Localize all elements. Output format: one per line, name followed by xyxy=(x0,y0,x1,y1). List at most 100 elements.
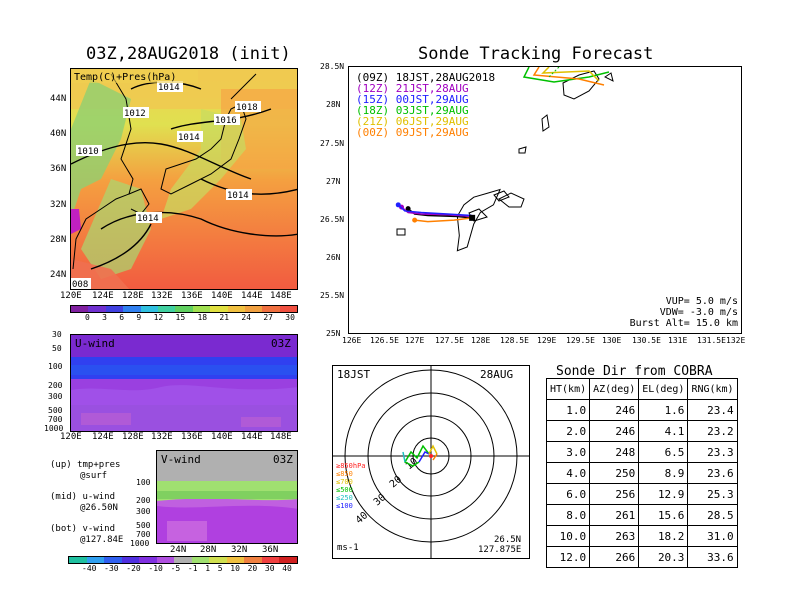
y-tick-label: 700 xyxy=(136,530,151,539)
x-tick-label: 140E xyxy=(211,432,233,442)
wind-colorbar xyxy=(68,556,298,564)
hodograph-date: 28AUG xyxy=(480,368,514,381)
cell: 4.0 xyxy=(545,462,591,484)
legend-time: 03JST,29AUG xyxy=(395,104,469,117)
legend-code: (21Z) xyxy=(356,115,390,128)
cell: 33.6 xyxy=(687,546,738,568)
column-header: AZ(deg) xyxy=(589,378,640,400)
x-tick-label: 126E xyxy=(342,336,362,345)
colorbar-tick: -40 xyxy=(82,564,97,573)
legend-code: (15Z) xyxy=(356,93,390,106)
y-tick-label: 100 xyxy=(136,478,151,487)
temp-panel-label: Temp(C)+Pres(hPa) xyxy=(74,72,176,83)
x-tick-label: 132E xyxy=(151,291,173,301)
v-wind-time: 03Z xyxy=(273,453,293,466)
y-tick-label: 500 xyxy=(136,521,151,530)
y-tick-label: 200 xyxy=(48,381,63,390)
colorbar-tick: -10 xyxy=(148,564,163,573)
cell: 6.5 xyxy=(638,441,689,463)
legend-time: 21JST,28AUG xyxy=(395,82,469,95)
x-tick-label: 148E xyxy=(270,291,292,301)
y-tick-label: 28N xyxy=(50,235,67,245)
table-row: 4.0 250 8.9 23.6 xyxy=(545,462,738,484)
legend-entry: (15Z) 00JST,29AUG xyxy=(356,94,495,105)
colorbar-tick: 15 xyxy=(175,313,186,322)
ring-label: 40 xyxy=(354,510,370,526)
cell: 18.2 xyxy=(638,525,689,547)
legend-code: (00Z) xyxy=(356,126,390,139)
temperature-pressure-map: 1014 1012 1018 1016 1014 1010 1014 1014 … xyxy=(70,68,298,290)
u-wind-label: U-wind xyxy=(75,337,115,350)
y-tick-label: 100 xyxy=(48,362,63,371)
table-row: 1.0 246 1.6 23.4 xyxy=(545,399,738,421)
param-line: VUP= 5.0 m/s xyxy=(665,296,738,307)
v-wind-svg: V-wind 03Z xyxy=(157,451,297,543)
level-legend-entry: ≤100 xyxy=(336,502,353,510)
temperature-colorbar-ticks: 0 3 6 9 12 15 18 21 24 27 30 xyxy=(85,313,295,322)
u-wind-time: 03Z xyxy=(271,337,291,350)
legend-code: (09Z) xyxy=(356,71,390,84)
legend-time: 06JST,29AUG xyxy=(395,115,469,128)
cell: 20.3 xyxy=(638,546,689,568)
legend-entry: (21Z) 06JST,29AUG xyxy=(356,116,495,127)
x-tick-label: 126.5E xyxy=(370,336,399,345)
note-line: (up) tmp+pres xyxy=(50,460,121,470)
isobar-labels: 1014 1012 1018 1016 1014 1010 1014 1014 … xyxy=(71,81,261,290)
cell: 2.0 xyxy=(545,420,591,442)
x-tick-label: 128E xyxy=(122,291,144,301)
x-tick-label: 129E xyxy=(537,336,557,345)
cell: 246 xyxy=(589,399,640,421)
temperature-map-svg: 1014 1012 1018 1016 1014 1010 1014 1014 … xyxy=(71,69,297,290)
ring-label: 30 xyxy=(372,492,388,508)
column-header: RNG(km) xyxy=(687,378,738,400)
x-tick-label: 140E xyxy=(211,291,233,301)
trajectory-endpoint xyxy=(412,217,418,223)
isobar-label: 1014 xyxy=(227,191,249,201)
y-tick-label: 700 xyxy=(48,415,63,424)
colorbar-tick: 30 xyxy=(285,313,295,322)
y-tick-label: 300 xyxy=(136,507,151,516)
x-tick-label: 120E xyxy=(60,291,82,301)
x-tick-label: 129.5E xyxy=(566,336,595,345)
param-line: VDW= -3.0 m/s xyxy=(659,307,738,318)
note-line: @surf xyxy=(80,471,108,481)
colorbar-tick: -1 xyxy=(187,564,198,573)
x-tick-label: 136E xyxy=(181,432,203,442)
cell: 1.0 xyxy=(545,399,591,421)
colorbar-tick: 24 xyxy=(241,313,252,322)
x-tick-label: 124E xyxy=(92,291,114,301)
v-wind-cross-section: V-wind 03Z xyxy=(156,450,298,544)
isobar-label: 1012 xyxy=(124,109,146,119)
y-tick-label: 32N xyxy=(50,200,67,210)
v-wind-label: V-wind xyxy=(161,453,201,466)
hodograph-panel: 10 20 30 40 xyxy=(332,365,530,559)
isobar-label: 008 xyxy=(72,280,88,290)
level-legend-entry: ≤500 xyxy=(336,486,353,494)
x-tick-label: 144E xyxy=(241,432,263,442)
cell: 15.6 xyxy=(638,504,689,526)
legend-entry: (18Z) 03JST,29AUG xyxy=(356,105,495,116)
colorbar-tick: 12 xyxy=(153,313,164,322)
trajectory-line xyxy=(397,204,473,217)
init-title: 03Z,28AUG2018 (init) xyxy=(86,44,291,64)
legend-entry: (00Z) 09JST,29AUG xyxy=(356,127,495,138)
x-tick-label: 127.5E xyxy=(435,336,464,345)
cell: 8.0 xyxy=(545,504,591,526)
u-wind-cross-section: U-wind 03Z xyxy=(70,334,298,432)
y-tick-label: 1000 xyxy=(44,424,64,433)
hodograph-time: 18JST xyxy=(337,368,371,381)
cell: 10.0 xyxy=(545,525,591,547)
legend-code: (12Z) xyxy=(356,82,390,95)
cell: 23.6 xyxy=(687,462,738,484)
cell: 261 xyxy=(589,504,640,526)
table-header-row: HT(km) AZ(deg) EL(deg) RNG(km) xyxy=(545,378,738,400)
sonde-tracking-map xyxy=(348,66,742,334)
tracking-map-svg xyxy=(395,67,614,252)
colorbar-tick: 0 xyxy=(85,313,90,322)
x-tick-label: 136E xyxy=(181,291,203,301)
hodograph-unit: ms-1 xyxy=(337,543,359,553)
y-tick-label: 26.5N xyxy=(320,215,345,224)
cell: 28.5 xyxy=(687,504,738,526)
x-tick-label: 132E xyxy=(151,432,173,442)
x-tick-label: 120E xyxy=(60,432,82,442)
